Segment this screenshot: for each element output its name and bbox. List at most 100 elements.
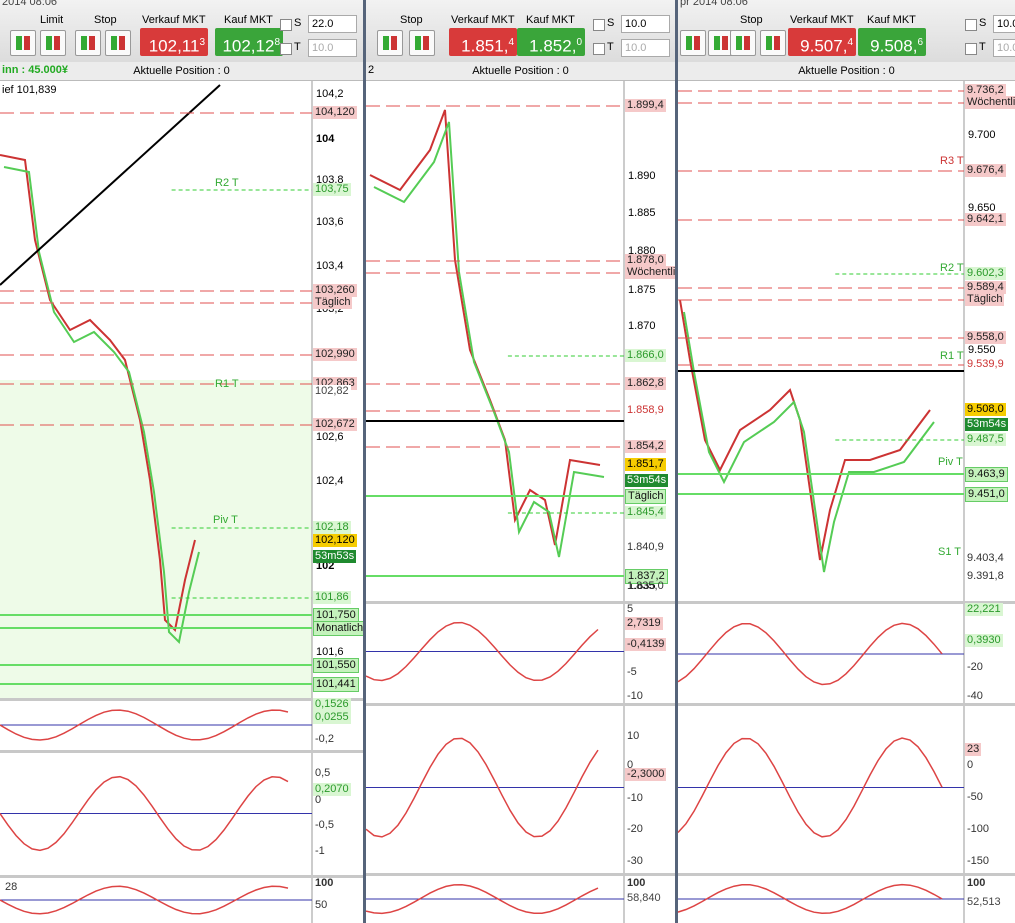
arrow-up [714, 36, 720, 50]
order-button[interactable] [760, 30, 786, 56]
stop-label: Stop [94, 14, 117, 26]
chart-panel: Stop Verkauf MKT Kauf MKT 1.851,4 1.852,0 S 10… [366, 0, 675, 923]
indicator-label: 0,1526 [313, 698, 351, 711]
s-input[interactable]: 10.0 [993, 15, 1015, 33]
order-button[interactable] [409, 30, 435, 56]
t-label: T [294, 41, 301, 53]
position-row: Aktuelle Position : 0 [0, 62, 363, 81]
position-row: Aktuelle Position : 0 [366, 62, 675, 81]
green-zone [0, 380, 312, 700]
price-tag: 1.845,4 [625, 506, 666, 519]
s-input[interactable]: 10.0 [621, 15, 670, 33]
indicator-label: -5 [627, 666, 637, 678]
price-line-secondary [3, 166, 200, 645]
info-text: inn : 45.000¥ [2, 64, 69, 76]
s-checkbox[interactable] [593, 19, 605, 31]
buy-button[interactable]: 102,128 [215, 28, 283, 56]
s-input[interactable]: 22.0 [308, 15, 357, 33]
arrow-up [383, 36, 389, 50]
sell-price: 1.851, [461, 36, 509, 56]
indicator-label: -30 [627, 855, 643, 867]
price-tag: 1.835,0 [627, 580, 664, 592]
indicator-label: -100 [967, 823, 990, 835]
axis-label: 101,6 [316, 646, 344, 658]
arrow-down [423, 36, 429, 50]
pivot-label: R2 T [215, 177, 239, 189]
sub-divider [366, 703, 675, 706]
pivot-label: R1 T [215, 378, 239, 390]
s-checkbox[interactable] [280, 19, 292, 31]
order-button[interactable] [75, 30, 101, 56]
price-line-secondary [373, 121, 605, 558]
stop-label: Stop [740, 14, 763, 26]
t-checkbox[interactable] [965, 43, 977, 55]
indicator-label: 58,840 [625, 892, 663, 905]
indicator-label: -0,4139 [625, 638, 667, 651]
s-checkbox[interactable] [965, 19, 977, 31]
pivot-label: Piv T [938, 456, 963, 468]
indicator-line [678, 622, 943, 686]
sell-button[interactable]: 9.507,4 [788, 28, 856, 56]
indicator-label: -2,3000 [625, 768, 667, 781]
t-input[interactable]: 10.0 [308, 39, 357, 57]
sub-divider [366, 601, 675, 604]
price-tag: 101,441 [313, 677, 359, 692]
timestamp: pr 2014 08:06 [680, 0, 748, 8]
order-button[interactable] [40, 30, 66, 56]
t-checkbox[interactable] [280, 43, 292, 55]
order-button[interactable] [730, 30, 756, 56]
arrow-up [46, 36, 52, 50]
indicator-label: 100 [967, 877, 986, 889]
order-button[interactable] [680, 30, 706, 56]
price-tag: 9.539,9 [967, 358, 1004, 370]
buy-pip: 6 [917, 37, 923, 48]
price-tag: 1.899,4 [625, 99, 666, 112]
order-button[interactable] [105, 30, 131, 56]
sell-button[interactable]: 1.851,4 [449, 28, 517, 56]
buy-price: 1.852, [529, 36, 577, 56]
indicator-line [0, 885, 289, 915]
order-button[interactable] [10, 30, 36, 56]
price-tag: Täglich [965, 293, 1005, 306]
t-input[interactable]: 10.0 [621, 39, 670, 57]
indicator-label: -20 [967, 661, 983, 673]
price-tag: 103,260 [313, 284, 357, 297]
buy-button[interactable]: 9.508,6 [858, 28, 926, 56]
indicator-line [366, 883, 599, 915]
arrow-down [774, 36, 780, 50]
chart-canvas [366, 80, 675, 923]
price-tag: 1.878,0 [625, 254, 666, 267]
axis-label: 104,2 [316, 88, 344, 100]
arrow-down [391, 36, 397, 50]
buy-label: Kauf MKT [867, 14, 916, 26]
price-tag: 1.851,7 [625, 458, 666, 471]
sub-divider [366, 873, 675, 876]
order-button[interactable] [377, 30, 403, 56]
sell-pip: 4 [847, 37, 853, 48]
buy-pip: 8 [274, 37, 280, 48]
chart-panel: 2014 08:06 Limit Stop Verkauf MKT Kauf MKT 10… [0, 0, 363, 923]
buy-label: Kauf MKT [526, 14, 575, 26]
price-tag: 53m54s [965, 418, 1009, 431]
axis-label: 1.875 [628, 284, 656, 296]
trend-line [0, 84, 221, 286]
price-tag: 9.589,4 [965, 281, 1006, 294]
price-tag: 101,86 [313, 591, 351, 604]
price-tag: 102,18 [313, 521, 351, 534]
sell-button[interactable]: 102,113 [140, 28, 208, 56]
t-input[interactable]: 10.0 [993, 39, 1015, 57]
sell-pip: 3 [199, 37, 205, 48]
buy-button[interactable]: 1.852,0 [517, 28, 585, 56]
indicator-line [366, 737, 599, 838]
indicator-label: 0 [967, 759, 974, 771]
t-checkbox[interactable] [593, 43, 605, 55]
t-label: T [607, 41, 614, 53]
indicator-label: -40 [967, 690, 983, 702]
arrow-down [119, 36, 125, 50]
arrow-up [766, 36, 772, 50]
sub-divider [678, 703, 1015, 706]
arrow-down [54, 36, 60, 50]
indicator-label: 100 [627, 877, 646, 889]
timestamp: 2014 08:06 [2, 0, 58, 8]
